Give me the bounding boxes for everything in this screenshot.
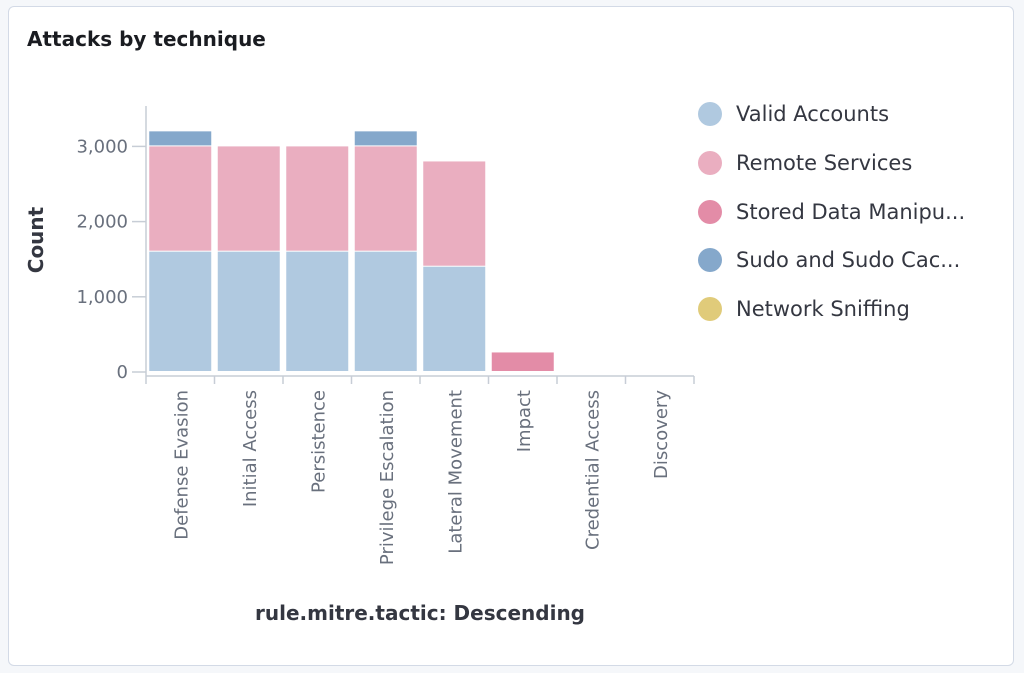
y-tick-label: 3,000 xyxy=(76,136,128,157)
y-tick-label: 0 xyxy=(117,362,128,383)
legend-item[interactable]: Network Sniffing xyxy=(698,285,998,334)
legend-item[interactable]: Stored Data Manipu... xyxy=(698,187,998,236)
legend-label: Sudo and Sudo Cac... xyxy=(736,248,961,273)
bar-segment[interactable] xyxy=(217,251,280,371)
bar-segment[interactable] xyxy=(423,161,486,266)
legend-item[interactable]: Valid Accounts xyxy=(698,90,998,139)
legend-swatch xyxy=(698,297,722,322)
x-tick-label: Lateral Movement xyxy=(445,390,466,554)
x-tick-label: Impact xyxy=(514,390,535,452)
legend-label: Stored Data Manipu... xyxy=(736,199,966,224)
bar-segment[interactable] xyxy=(286,146,349,251)
x-tick-label: Credential Access xyxy=(582,390,603,550)
y-tick-label: 2,000 xyxy=(76,212,128,233)
bar-segment[interactable] xyxy=(354,251,417,371)
x-axis-title: rule.mitre.tactic: Descending xyxy=(255,601,585,625)
legend-swatch xyxy=(698,248,722,273)
x-tick-label: Persistence xyxy=(308,390,329,493)
x-tick-label: Initial Access xyxy=(240,390,261,507)
panel-title: Attacks by technique xyxy=(27,27,266,51)
bar-segment[interactable] xyxy=(423,266,486,371)
bar-segment[interactable] xyxy=(354,131,417,146)
legend-label: Network Sniffing xyxy=(736,297,910,322)
legend-label: Valid Accounts xyxy=(736,102,890,127)
bar-segment[interactable] xyxy=(149,251,212,371)
bar-segment[interactable] xyxy=(286,251,349,371)
legend-swatch xyxy=(698,102,722,127)
legend-item[interactable]: Sudo and Sudo Cac... xyxy=(698,236,998,285)
bar-segment[interactable] xyxy=(354,146,417,251)
chart-legend: Valid Accounts Remote Services Stored Data… xyxy=(698,90,998,333)
y-tick-label: 1,000 xyxy=(76,287,128,308)
x-tick-label: Privilege Escalation xyxy=(377,390,398,565)
bar-segment[interactable] xyxy=(217,146,280,251)
x-tick-label: Discovery xyxy=(651,390,672,479)
legend-item[interactable]: Remote Services xyxy=(698,139,998,188)
bar-segment[interactable] xyxy=(491,352,554,371)
x-tick-label: Defense Evasion xyxy=(171,390,192,540)
bar-segment[interactable] xyxy=(149,146,212,251)
legend-label: Remote Services xyxy=(736,151,913,176)
bar-segment[interactable] xyxy=(149,131,212,146)
legend-swatch xyxy=(698,199,722,224)
legend-swatch xyxy=(698,151,722,176)
y-axis-title: Count xyxy=(24,206,48,273)
